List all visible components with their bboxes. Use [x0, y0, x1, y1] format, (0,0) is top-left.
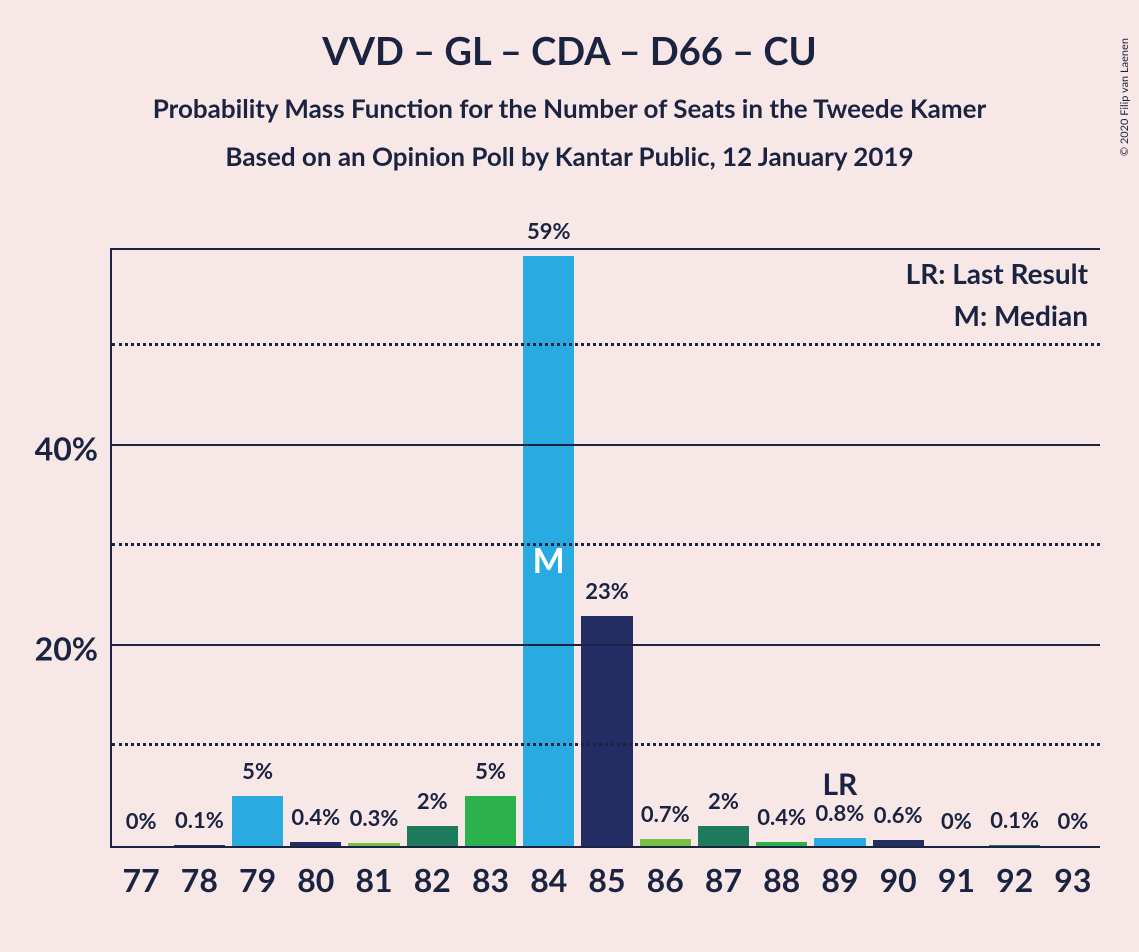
bar-slot: 0.1%78 — [170, 250, 228, 846]
x-axis-label: 81 — [355, 860, 392, 899]
bar-value-label: 2% — [417, 787, 448, 814]
bar — [873, 840, 924, 846]
x-axis-label: 83 — [472, 860, 509, 899]
x-axis-label: 77 — [123, 860, 160, 899]
bar-slot: 0.8%LR89 — [811, 250, 869, 846]
chart-subtitle-1: Probability Mass Function for the Number… — [0, 92, 1139, 124]
bar — [348, 843, 399, 846]
bar-slot: 0.6%90 — [869, 250, 927, 846]
x-axis-label: 84 — [530, 860, 567, 899]
bar-slot: 0%93 — [1044, 250, 1102, 846]
bar-value-label: 0% — [1057, 807, 1088, 834]
bar — [698, 826, 749, 846]
x-axis-label: 87 — [705, 860, 742, 899]
x-axis-label: 89 — [821, 860, 858, 899]
bar-value-label: 2% — [708, 787, 739, 814]
y-axis-label: 40% — [35, 429, 98, 468]
x-axis-label: 86 — [647, 860, 684, 899]
plot-area: LR: Last Result M: Median 0%770.1%785%79… — [110, 248, 1100, 848]
bar-slot: 0.3%81 — [345, 250, 403, 846]
bar-slot: 0.4%88 — [753, 250, 811, 846]
bar-slot: 0.7%86 — [636, 250, 694, 846]
bar-slot: 59%M84 — [520, 250, 578, 846]
bar-value-label: 0.1% — [990, 806, 1039, 833]
bar-slot: 0%91 — [927, 250, 985, 846]
bar-value-label: 0% — [941, 807, 972, 834]
bar-slot: 2%82 — [403, 250, 461, 846]
bar-value-label: 0.3% — [350, 804, 399, 831]
x-axis-label: 90 — [880, 860, 917, 899]
bar-value-label: 0.4% — [757, 803, 806, 830]
bar-slot: 0%77 — [112, 250, 170, 846]
x-axis-label: 82 — [414, 860, 451, 899]
gridline-minor — [112, 343, 1100, 346]
x-axis-label: 91 — [938, 860, 975, 899]
bar-value-label: 0.7% — [641, 800, 690, 827]
gridline-minor — [112, 543, 1100, 546]
x-axis-label: 80 — [297, 860, 334, 899]
chart-title: VVD – GL – CDA – D66 – CU — [0, 28, 1139, 74]
bar-slot: 5%79 — [228, 250, 286, 846]
bar — [640, 839, 691, 846]
bar-slot: 23%85 — [578, 250, 636, 846]
bar-slot: 0.1%92 — [986, 250, 1044, 846]
bar — [989, 845, 1040, 846]
x-axis-label: 93 — [1054, 860, 1091, 899]
bar-value-label: 0.8% — [816, 799, 865, 826]
bar-value-label: 0.4% — [291, 803, 340, 830]
bar-value-label: 5% — [242, 757, 273, 784]
y-axis-label: 20% — [35, 629, 98, 668]
bars-container: 0%770.1%785%790.4%800.3%812%825%8359%M84… — [112, 250, 1100, 846]
bar — [465, 796, 516, 846]
bar-slot: 2%87 — [694, 250, 752, 846]
bar-slot: 0.4%80 — [287, 250, 345, 846]
x-axis-label: 92 — [996, 860, 1033, 899]
chart-subtitle-2: Based on an Opinion Poll by Kantar Publi… — [0, 140, 1139, 172]
copyright-text: © 2020 Filip van Laenen — [1118, 38, 1131, 156]
bar — [232, 796, 283, 846]
bar — [756, 842, 807, 846]
bar-chart: LR: Last Result M: Median 0%770.1%785%79… — [110, 248, 1100, 848]
bar — [814, 838, 865, 846]
x-axis-label: 85 — [588, 860, 625, 899]
bar — [407, 826, 458, 846]
lr-marker: LR — [822, 766, 857, 802]
bar-value-label: 0.6% — [874, 801, 923, 828]
bar — [581, 616, 632, 846]
x-axis-label: 88 — [763, 860, 800, 899]
bar-value-label: 59% — [527, 217, 571, 244]
bar-slot: 5%83 — [461, 250, 519, 846]
gridline-minor — [112, 743, 1100, 746]
gridline-major — [112, 444, 1100, 446]
x-axis-label: 78 — [181, 860, 218, 899]
bar — [290, 842, 341, 846]
bar-value-label: 0.1% — [175, 806, 224, 833]
bar — [174, 845, 225, 846]
x-axis-label: 79 — [239, 860, 276, 899]
gridline-major — [112, 644, 1100, 646]
bar-value-label: 5% — [475, 757, 506, 784]
bar-value-label: 23% — [585, 577, 629, 604]
bar-value-label: 0% — [126, 807, 157, 834]
